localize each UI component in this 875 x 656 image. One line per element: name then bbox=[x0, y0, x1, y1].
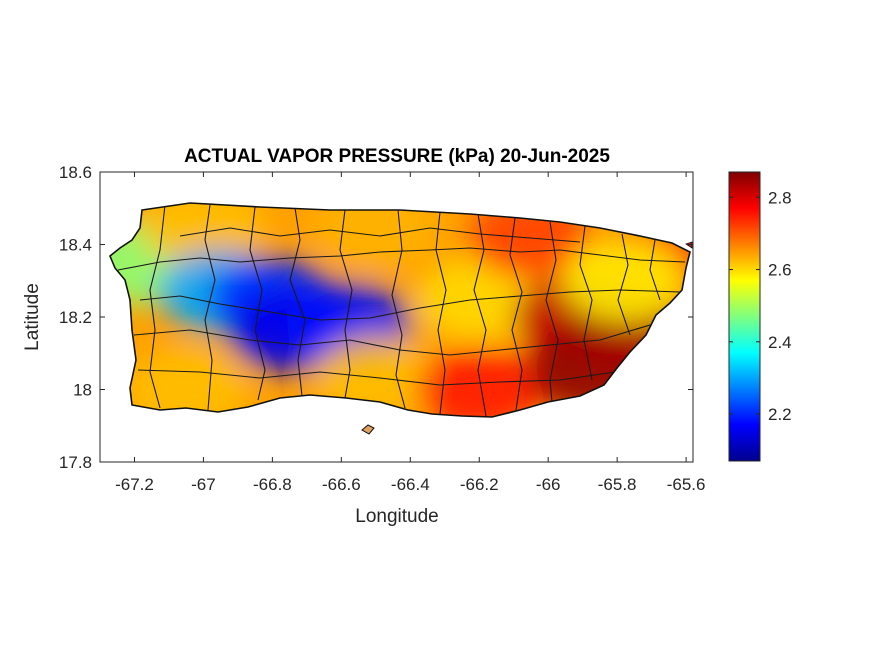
value-blobs bbox=[110, 203, 690, 417]
colorbar-tick-label: 2.4 bbox=[768, 333, 792, 352]
y-tick-label: 18.4 bbox=[59, 236, 92, 255]
x-tick-label: -66.2 bbox=[460, 475, 499, 494]
boundary-line bbox=[179, 227, 581, 243]
y-tick-label: 17.8 bbox=[59, 453, 92, 472]
x-tick-label: -65.8 bbox=[598, 475, 637, 494]
boundary-line bbox=[249, 206, 266, 401]
caja-de-muertos-island bbox=[361, 424, 375, 435]
boundary-line bbox=[435, 211, 447, 415]
x-axis-label: Longitude bbox=[355, 506, 438, 527]
x-tick-label: -66.6 bbox=[322, 475, 361, 494]
value-region bbox=[417, 347, 542, 417]
boundary-line bbox=[579, 225, 593, 381]
y-tick-label: 18 bbox=[73, 381, 92, 400]
boundary-line bbox=[117, 247, 686, 271]
colorbar-ticks: 2.2 2.4 2.6 2.8 bbox=[729, 188, 792, 424]
boundary-line bbox=[545, 221, 559, 403]
y-tick-label: 18.2 bbox=[59, 308, 92, 327]
chart-title: ACTUAL VAPOR PRESSURE (kPa) 20-Jun-2025 bbox=[184, 146, 610, 167]
x-tick-label: -65.6 bbox=[667, 475, 706, 494]
coastline bbox=[109, 202, 691, 418]
boundary-line bbox=[149, 204, 166, 409]
boundary-line bbox=[204, 204, 216, 411]
boundary-line bbox=[509, 217, 523, 411]
colorbar-tick-label: 2.8 bbox=[768, 188, 792, 207]
boundary-line bbox=[137, 369, 616, 386]
x-tick-label: -66 bbox=[536, 475, 561, 494]
x-axis: -67.2 -67 -66.8 -66.6 -66.4 -66.2 -66 -65.8 -65.… bbox=[115, 172, 705, 494]
municipal-boundaries bbox=[117, 204, 686, 417]
x-tick-label: -66.8 bbox=[253, 475, 292, 494]
boundary-line bbox=[473, 213, 487, 417]
colorbar-tick-label: 2.6 bbox=[768, 261, 792, 280]
y-axis: 17.8 18 18.2 18.4 18.6 bbox=[59, 163, 693, 472]
boundary-line bbox=[617, 233, 631, 336]
island-field bbox=[110, 203, 690, 417]
x-tick-label: -67.2 bbox=[115, 475, 154, 494]
y-axis-label: Latitude bbox=[22, 283, 43, 351]
y-tick-label: 18.6 bbox=[59, 163, 92, 182]
colorbar bbox=[728, 171, 761, 462]
colorbar-tick-label: 2.2 bbox=[768, 405, 792, 424]
boundary-line bbox=[649, 239, 661, 301]
x-tick-label: -67 bbox=[191, 475, 216, 494]
boundary-line bbox=[139, 289, 681, 321]
boundary-line bbox=[289, 207, 306, 397]
boundary-line bbox=[391, 209, 406, 409]
x-tick-label: -66.4 bbox=[391, 475, 430, 494]
boundary-line bbox=[339, 209, 353, 399]
